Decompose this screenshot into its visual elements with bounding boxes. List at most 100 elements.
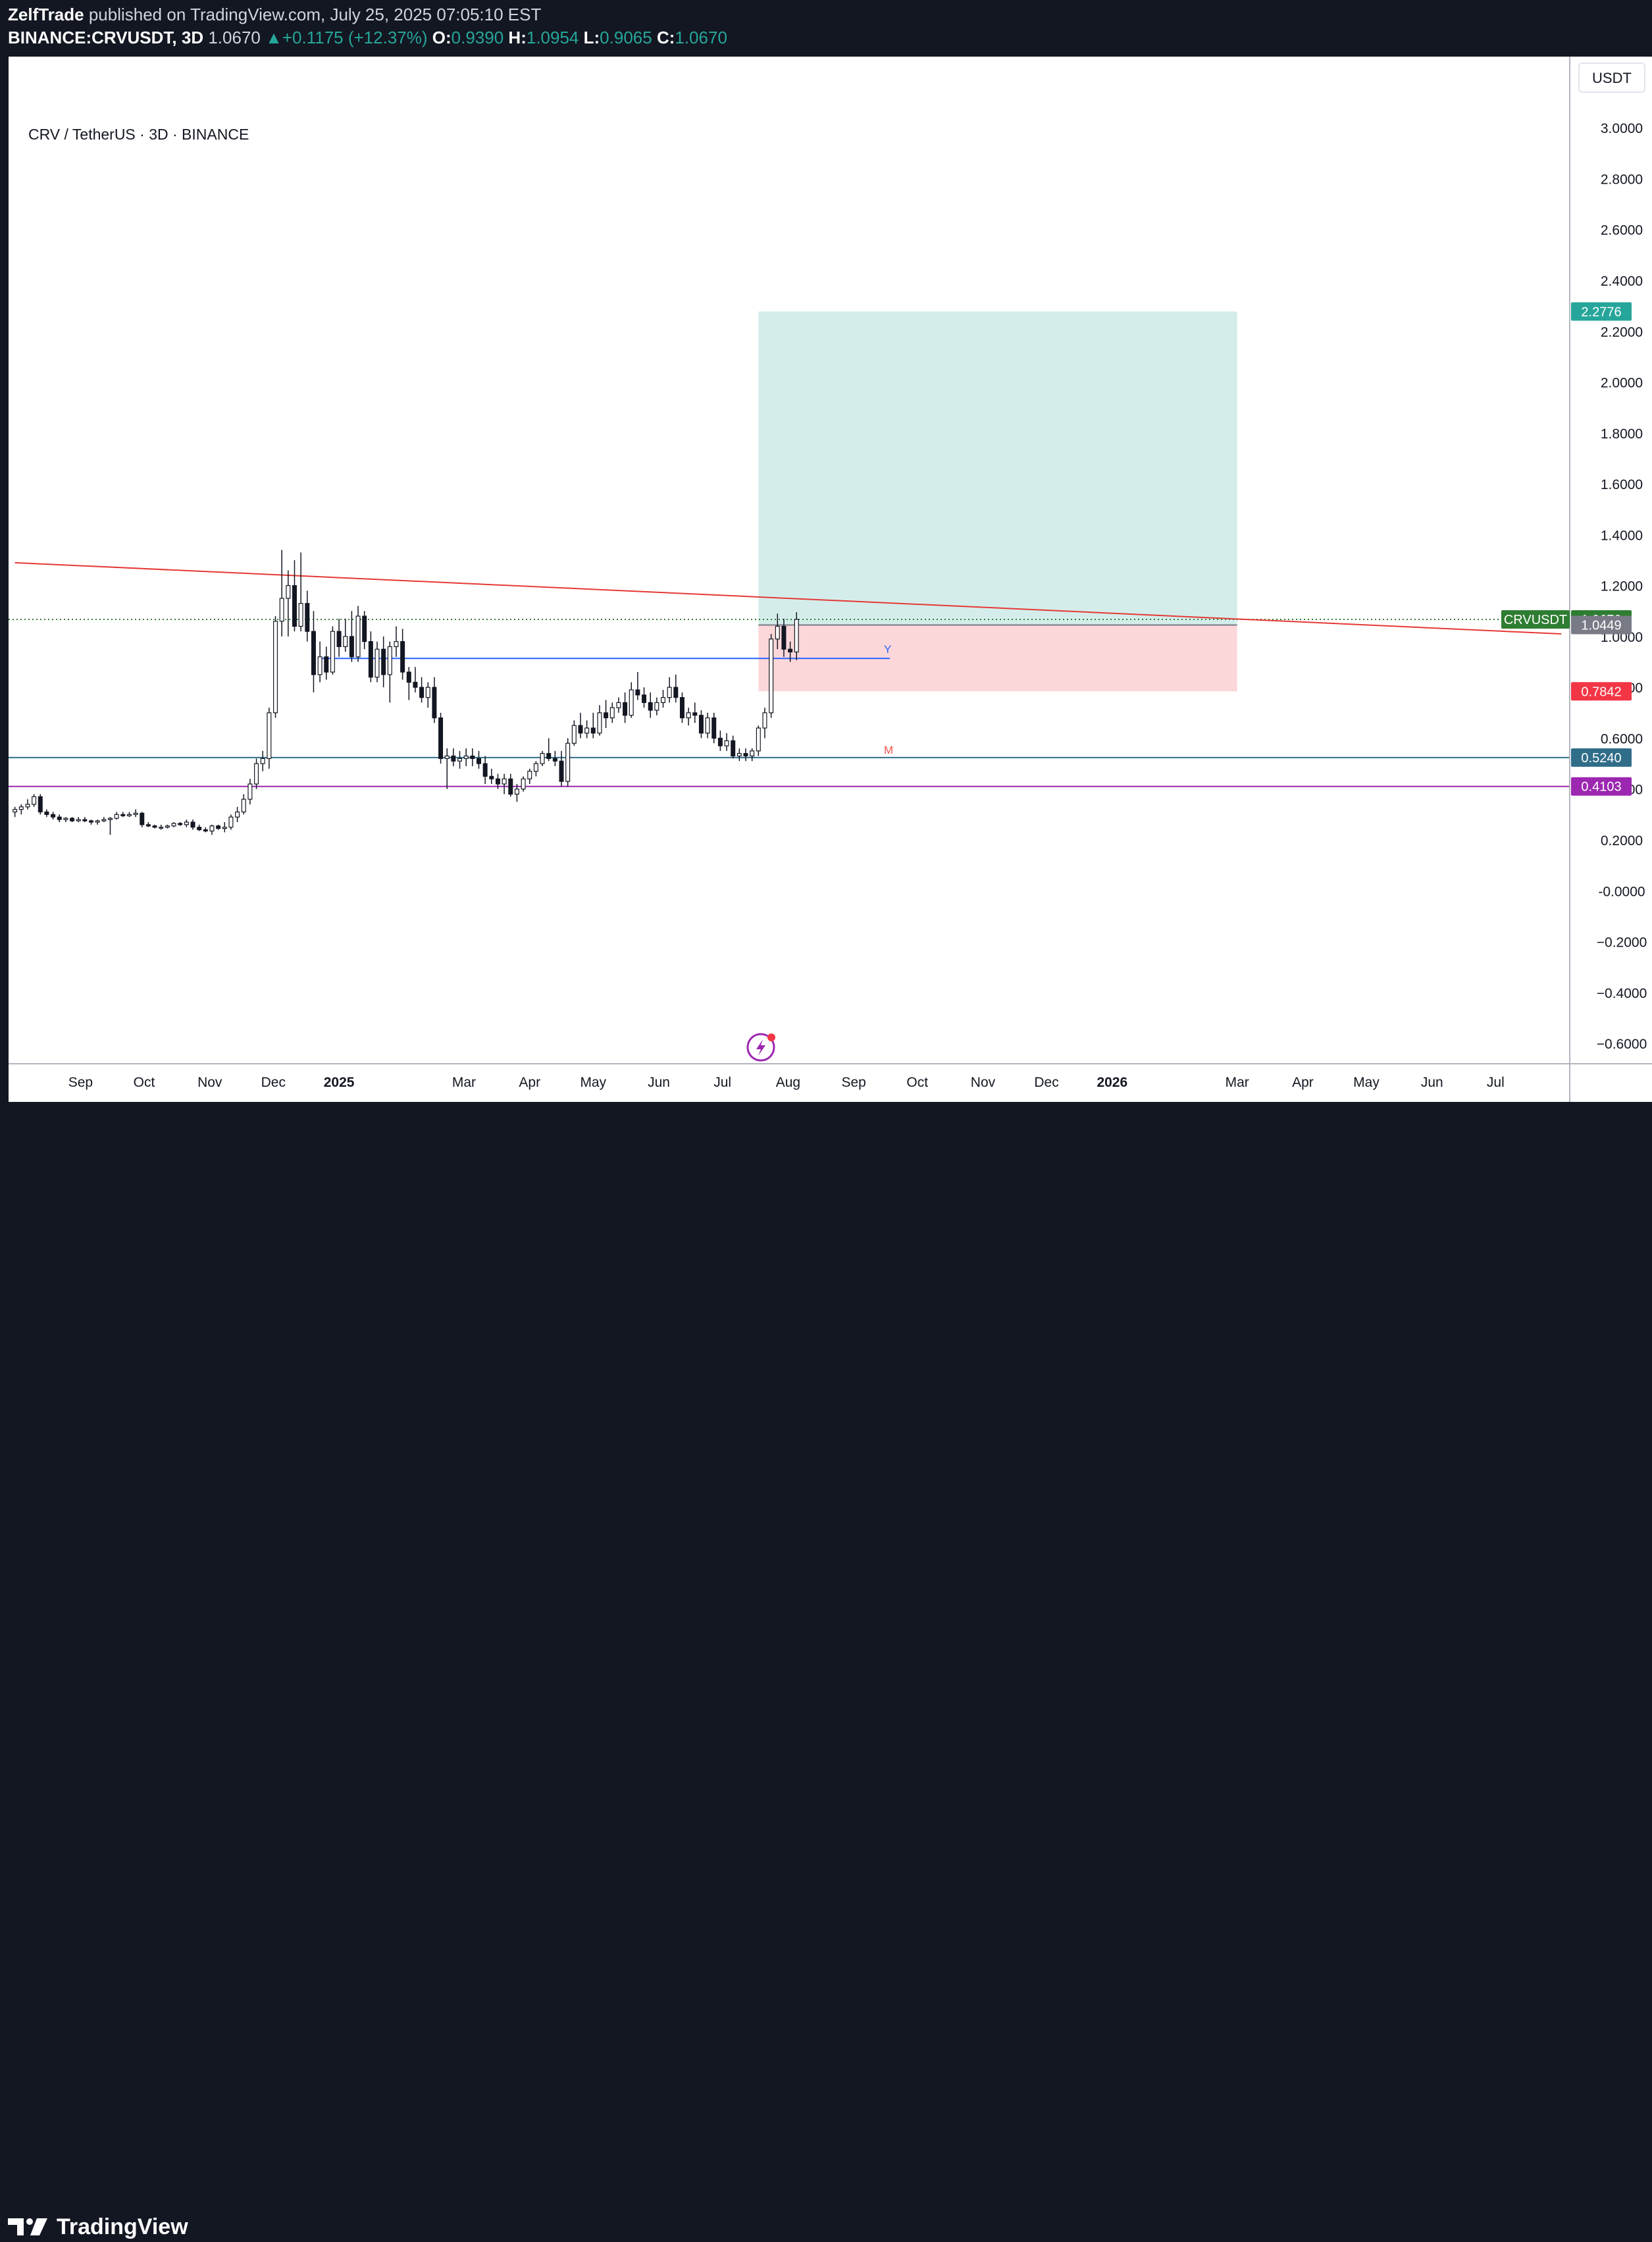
- candle[interactable]: [559, 750, 564, 787]
- candle[interactable]: [775, 613, 780, 650]
- candle[interactable]: [82, 817, 88, 822]
- tradingview-logo[interactable]: TradingView: [8, 2212, 188, 2242]
- candle[interactable]: [260, 750, 265, 771]
- candle[interactable]: [190, 820, 195, 830]
- candle[interactable]: [425, 682, 430, 708]
- candle[interactable]: [89, 820, 94, 825]
- candle[interactable]: [140, 812, 145, 827]
- candle[interactable]: [178, 821, 183, 826]
- candle[interactable]: [13, 806, 18, 818]
- candle[interactable]: [736, 748, 742, 762]
- candle[interactable]: [133, 809, 138, 818]
- candle[interactable]: [609, 702, 615, 723]
- candle[interactable]: [686, 708, 691, 726]
- candle[interactable]: [330, 626, 335, 675]
- candle[interactable]: [750, 748, 755, 762]
- candle[interactable]: [343, 618, 348, 652]
- candle[interactable]: [616, 697, 621, 713]
- candle[interactable]: [597, 705, 602, 736]
- candle[interactable]: [95, 820, 100, 825]
- candle[interactable]: [38, 794, 43, 815]
- candle[interactable]: [629, 682, 634, 718]
- candle[interactable]: [184, 820, 189, 827]
- candle[interactable]: [692, 702, 698, 723]
- candle[interactable]: [57, 814, 62, 822]
- candle[interactable]: [394, 626, 399, 657]
- candle[interactable]: [63, 817, 68, 822]
- candle[interactable]: [292, 560, 297, 632]
- candle[interactable]: [463, 748, 469, 766]
- candle[interactable]: [152, 824, 157, 829]
- candle[interactable]: [673, 674, 679, 703]
- candle[interactable]: [298, 552, 303, 632]
- candle[interactable]: [788, 641, 793, 662]
- candle[interactable]: [18, 804, 24, 815]
- candle[interactable]: [406, 667, 411, 700]
- candle[interactable]: [419, 677, 425, 703]
- target-zone[interactable]: [758, 311, 1237, 625]
- candle[interactable]: [279, 550, 284, 637]
- candle[interactable]: [247, 779, 253, 804]
- candle[interactable]: [769, 634, 774, 718]
- candle[interactable]: [635, 672, 640, 700]
- lightning-icon[interactable]: [746, 1033, 775, 1062]
- candle[interactable]: [514, 784, 519, 802]
- price-chart[interactable]: YM 3.20003.00002.80002.60002.40002.20002…: [9, 57, 1652, 1102]
- candle[interactable]: [565, 738, 571, 787]
- candle[interactable]: [159, 824, 164, 830]
- candle[interactable]: [470, 748, 475, 766]
- candle[interactable]: [533, 761, 538, 777]
- candle[interactable]: [762, 708, 767, 739]
- candle[interactable]: [209, 824, 215, 835]
- candle[interactable]: [756, 725, 761, 756]
- chart-frame[interactable]: YM 3.20003.00002.80002.60002.40002.20002…: [9, 57, 1652, 1102]
- candle[interactable]: [107, 817, 113, 835]
- candle[interactable]: [495, 773, 500, 789]
- candle[interactable]: [197, 824, 202, 831]
- candle[interactable]: [438, 712, 444, 764]
- candle[interactable]: [451, 748, 456, 766]
- candle[interactable]: [349, 611, 354, 662]
- candle[interactable]: [444, 748, 450, 789]
- candle[interactable]: [578, 712, 583, 739]
- candle[interactable]: [711, 712, 717, 744]
- candle[interactable]: [546, 738, 552, 762]
- candle[interactable]: [222, 821, 227, 833]
- candle[interactable]: [489, 768, 494, 784]
- candle[interactable]: [76, 817, 81, 822]
- candle[interactable]: [654, 697, 659, 716]
- candle[interactable]: [731, 735, 736, 759]
- candle[interactable]: [717, 730, 723, 751]
- candle[interactable]: [794, 612, 799, 661]
- candle[interactable]: [126, 812, 132, 818]
- candle[interactable]: [51, 812, 56, 820]
- candle[interactable]: [540, 750, 545, 766]
- candle[interactable]: [317, 641, 323, 683]
- candle[interactable]: [413, 667, 418, 692]
- candle[interactable]: [432, 677, 437, 723]
- candle[interactable]: [667, 677, 672, 703]
- candle[interactable]: [216, 824, 221, 830]
- candle[interactable]: [145, 821, 151, 827]
- chart-legend-title[interactable]: CRV / TetherUS · 3D · BINANCE: [28, 126, 249, 143]
- candle[interactable]: [44, 809, 49, 818]
- candle[interactable]: [165, 824, 170, 829]
- candle[interactable]: [120, 812, 126, 818]
- candle[interactable]: [171, 821, 176, 827]
- candle[interactable]: [705, 712, 710, 739]
- candle[interactable]: [203, 827, 208, 833]
- candle[interactable]: [642, 687, 647, 708]
- candle[interactable]: [527, 768, 532, 784]
- candle[interactable]: [254, 758, 259, 789]
- candle[interactable]: [502, 773, 507, 795]
- candle[interactable]: [457, 750, 463, 769]
- candle[interactable]: [241, 794, 246, 815]
- candle[interactable]: [114, 812, 119, 820]
- candle[interactable]: [508, 773, 513, 797]
- candle[interactable]: [305, 590, 310, 642]
- candle[interactable]: [623, 692, 628, 723]
- candle[interactable]: [362, 611, 367, 650]
- candle[interactable]: [368, 631, 373, 683]
- candle[interactable]: [273, 616, 278, 718]
- candle[interactable]: [400, 629, 405, 680]
